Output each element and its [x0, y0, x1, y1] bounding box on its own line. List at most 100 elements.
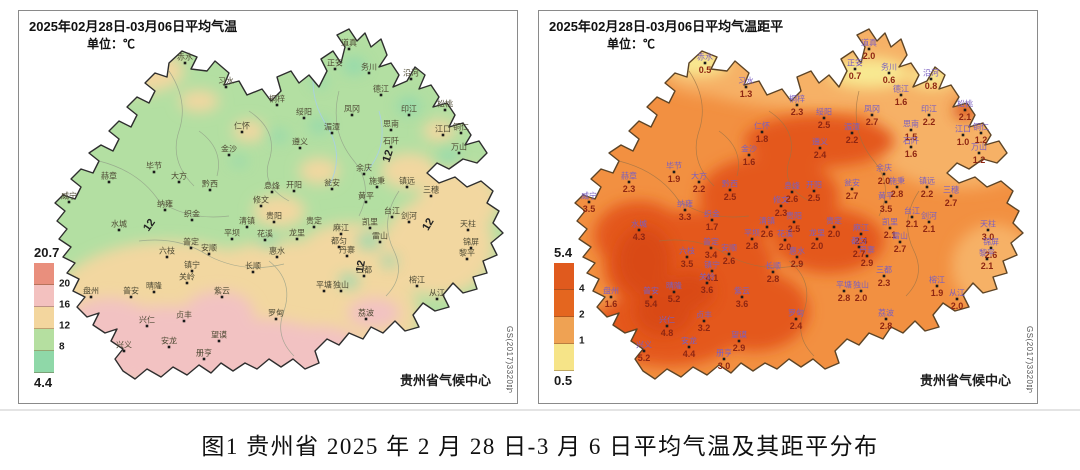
station-dot	[345, 254, 349, 258]
station: 普安	[123, 286, 139, 299]
station-name-label: 黄平	[878, 191, 894, 201]
station-name-label: 六枝	[679, 246, 695, 256]
station-name-label: 安龙	[681, 336, 697, 346]
station-name-label: 水城	[631, 219, 647, 229]
station: 镇宁	[184, 260, 200, 273]
station: 长顺	[245, 261, 261, 274]
station-anomaly-value: 2.9	[733, 343, 746, 353]
station: 正安 0.7	[847, 58, 863, 82]
legend-max-label: 20.7	[34, 245, 60, 260]
station-anomaly-value: 1.6	[905, 149, 918, 159]
station: 惠水	[269, 246, 285, 259]
station: 花溪	[257, 229, 273, 242]
station-dot	[898, 240, 902, 244]
station-name-label: 晴隆	[666, 281, 682, 291]
station-name-label: 从江	[949, 289, 965, 298]
station-name-label: 长顺	[245, 261, 261, 271]
station: 独山	[333, 280, 349, 293]
station-name-label: 关岭	[179, 272, 195, 282]
station: 赫章 2.3	[621, 171, 637, 195]
station: 道真 2.0	[861, 38, 877, 62]
station: 贵阳 2.5	[786, 211, 802, 235]
station: 六枝	[159, 246, 175, 259]
station-name-label: 龙里	[289, 228, 305, 238]
legend-max-label: 5.4	[554, 245, 573, 260]
station-name-label: 织金	[704, 209, 720, 219]
map-panel-mean-temperature: 12 12 12 12 赤水 习水 桐梓 道真 正安 务川 沿河 德江 松桃 印江 凤冈 绥阳 仁怀 遵义 湄潭 思…	[18, 10, 518, 404]
station-anomaly-value: 2.6	[786, 194, 799, 204]
station: 沿河 0.8	[923, 68, 939, 92]
station-dot	[884, 317, 888, 321]
station-dot	[457, 151, 461, 155]
station-dot	[230, 237, 234, 241]
station: 独山 2.0	[853, 280, 869, 304]
figure-caption: 图1 贵州省 2025 年 2 月 28 日-3 月 6 日平均气温及其距平分布	[201, 434, 879, 459]
station-dot	[107, 180, 111, 184]
station-name-label: 瓮安	[844, 178, 860, 188]
station-dot	[443, 108, 447, 112]
station-anomaly-value: 4.4	[683, 349, 696, 359]
station: 黎平 2.1	[979, 248, 995, 272]
station-dot	[202, 357, 206, 361]
station: 望谟 2.9	[731, 330, 747, 354]
station: 桐梓 2.3	[789, 94, 805, 118]
station: 兴仁	[139, 315, 155, 328]
station-anomaly-value: 2.5	[724, 192, 737, 202]
station-name-label: 沿河	[923, 68, 939, 78]
station-dot	[705, 281, 709, 285]
station: 丹寨 2.9	[859, 245, 875, 269]
station-dot	[888, 226, 892, 230]
station-dot	[850, 131, 854, 135]
station-dot	[672, 170, 676, 174]
station-anomaly-value: 2.8	[746, 241, 759, 251]
station-dot	[240, 130, 244, 134]
station-name-label: 纳雍	[157, 199, 173, 209]
legend-segment	[34, 263, 54, 285]
station: 剑河	[401, 211, 417, 224]
station-name-label: 务川	[361, 62, 377, 72]
station-name-label: 江口	[955, 125, 971, 134]
station-anomaly-value: 1.2	[975, 135, 988, 145]
map-license-number: GS(2017)3320号	[505, 326, 514, 393]
station-name-label: 织金	[184, 209, 200, 219]
station-anomaly-value: 3.5	[583, 204, 596, 214]
station-dot	[409, 77, 413, 81]
station-name-label: 习水	[218, 76, 234, 86]
station: 赫章	[101, 171, 117, 184]
station-name-label: 赫章	[101, 171, 117, 181]
station-dot	[292, 189, 296, 193]
station: 松桃	[437, 99, 453, 112]
station: 兴义	[116, 341, 132, 353]
station: 绥阳	[296, 107, 312, 120]
station-name-label: 正安	[847, 58, 863, 68]
station-dot	[465, 257, 469, 261]
station-name-label: 花溪	[257, 229, 273, 239]
station-dot	[415, 284, 419, 288]
station: 石阡	[383, 137, 399, 149]
station: 三穗 2.7	[943, 185, 959, 209]
station-dot	[368, 226, 372, 230]
station-dot	[207, 252, 211, 256]
station-dot	[189, 246, 193, 250]
station-name-label: 修文	[253, 195, 269, 205]
station-dot	[665, 324, 669, 328]
station-name-label: 六枝	[159, 246, 175, 256]
station-anomaly-value: 1.6	[743, 157, 756, 167]
station-dot	[927, 113, 931, 117]
station-anomaly-value: 1.0	[957, 137, 970, 147]
station: 平塘	[316, 280, 332, 293]
station: 金沙	[221, 144, 237, 157]
station-anomaly-value: 5.4	[645, 299, 658, 309]
station: 遵义	[292, 137, 308, 150]
station-name-label: 盘州	[603, 286, 619, 296]
station-anomaly-value: 2.1	[906, 219, 919, 229]
station: 锦屏	[463, 237, 479, 250]
station-dot	[190, 269, 194, 273]
station: 习水	[218, 76, 234, 89]
station-dot	[245, 225, 249, 229]
temperature-shading	[55, 29, 503, 379]
station-anomaly-value: 3.5	[880, 204, 893, 214]
station: 赤水 0.5	[697, 52, 713, 76]
station: 息烽 2.6	[784, 181, 800, 205]
station: 万山	[451, 142, 467, 155]
